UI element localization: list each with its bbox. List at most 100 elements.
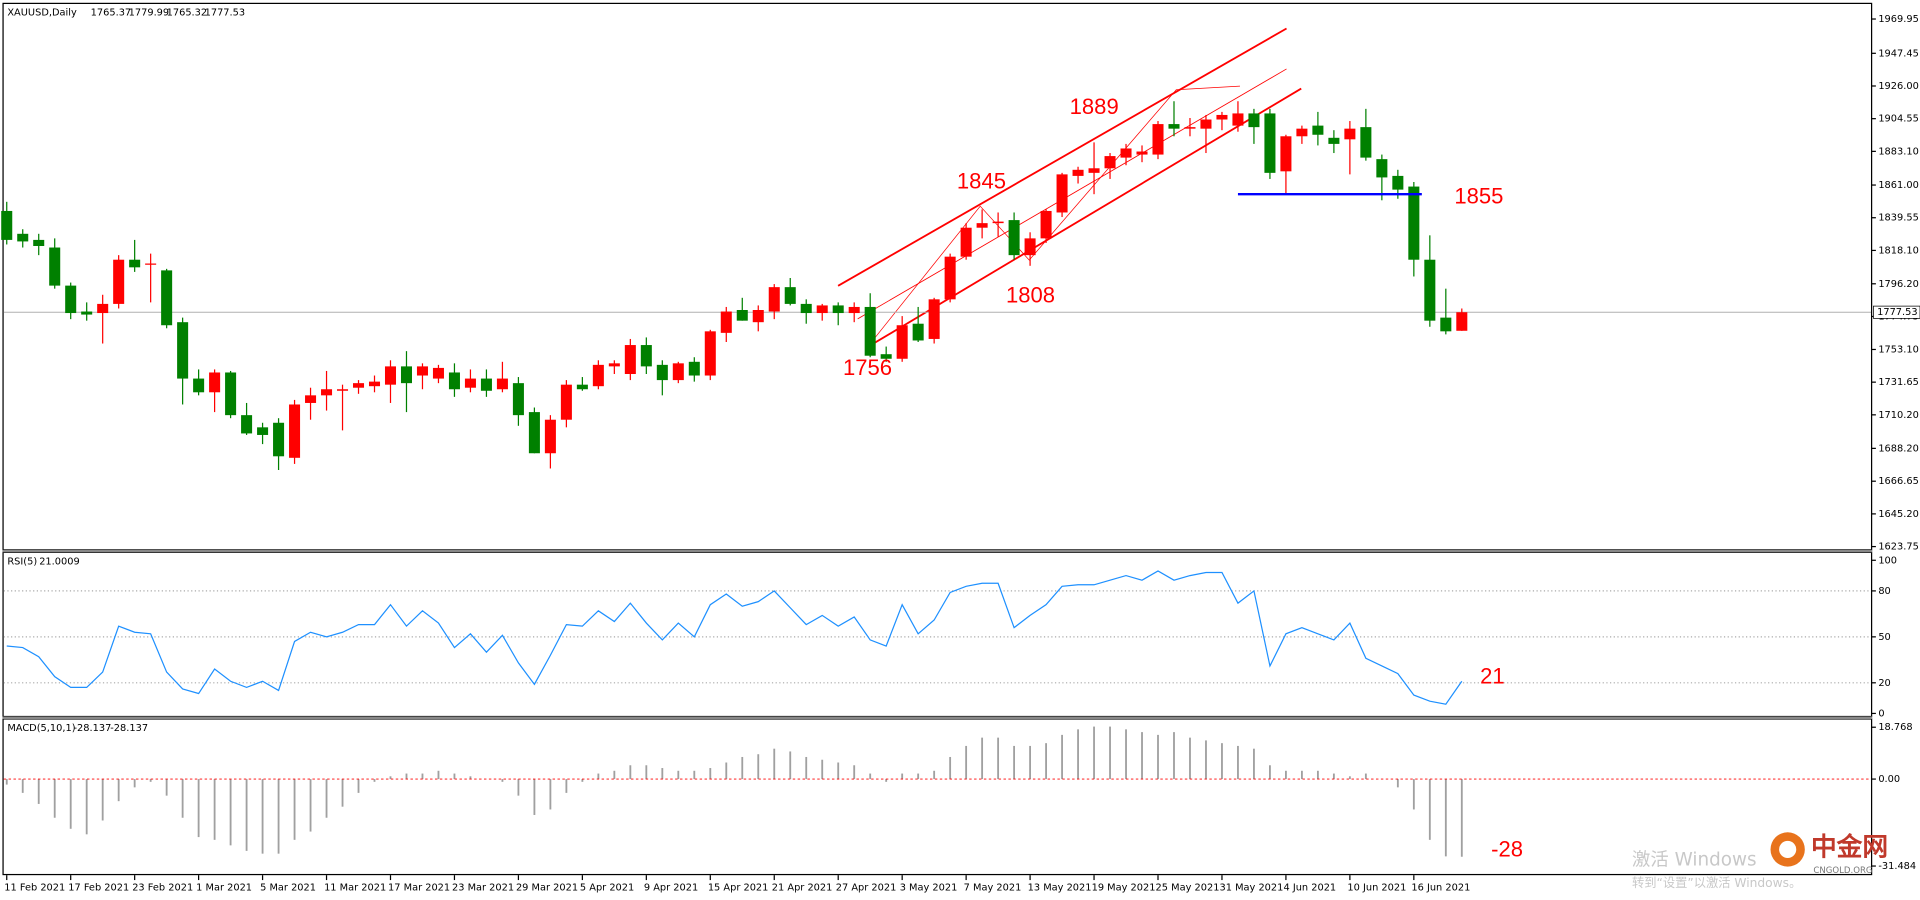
candle-body xyxy=(464,378,476,388)
rsi-title: RSI(5) xyxy=(7,556,37,567)
candle-body xyxy=(321,389,333,396)
candle-body xyxy=(976,223,988,228)
macd-title: MACD(5,10,1) xyxy=(7,723,75,734)
candle-body xyxy=(65,285,77,314)
y-tick-label: 1883.10 xyxy=(1878,146,1919,157)
x-tick-label: 31 May 2021 xyxy=(1220,882,1284,893)
x-tick-label: 5 Apr 2021 xyxy=(580,882,634,893)
y-tick-label: 20 xyxy=(1878,678,1890,689)
header-high: 1779.99 xyxy=(129,8,170,19)
candle-body xyxy=(928,299,940,339)
y-tick-label: 1947.45 xyxy=(1878,48,1919,59)
annotation: 1845 xyxy=(957,169,1006,194)
candle-body xyxy=(1424,259,1436,321)
y-tick-label: 1688.20 xyxy=(1878,443,1919,454)
candle-body xyxy=(992,221,1004,224)
y-tick-label: 100 xyxy=(1878,555,1897,566)
rsi-line xyxy=(6,570,1463,705)
y-tick-label: 1623.75 xyxy=(1878,542,1919,553)
watermark: 转到“设置”以激活 Windows。 xyxy=(1632,875,1801,890)
y-tick-label: 1645.20 xyxy=(1878,509,1919,520)
candle-body xyxy=(1376,159,1388,178)
candle-body xyxy=(672,363,684,381)
header-open: 1765.37 xyxy=(91,8,132,19)
candle-body xyxy=(145,263,157,265)
candle-body xyxy=(944,256,956,300)
candle-body xyxy=(337,389,349,391)
price-tag xyxy=(1873,305,1920,319)
candle-body xyxy=(640,345,652,367)
channel-upper xyxy=(837,27,1287,287)
candle-body xyxy=(816,305,828,314)
candle-body xyxy=(592,364,604,387)
candle-body xyxy=(1,210,13,240)
y-tick-label: 50 xyxy=(1878,632,1890,643)
annotation: 1756 xyxy=(843,355,892,380)
macd-signal: -28.137 xyxy=(110,723,148,734)
x-tick-label: 11 Mar 2021 xyxy=(324,882,386,893)
x-tick-label: 10 Jun 2021 xyxy=(1347,882,1406,893)
candle-body xyxy=(49,247,61,286)
candle-body xyxy=(1120,148,1132,158)
candle-body xyxy=(17,233,29,242)
candle-body xyxy=(656,364,668,381)
candle-body xyxy=(1360,127,1372,158)
x-tick-label: 15 Apr 2021 xyxy=(708,882,769,893)
candle-body xyxy=(1296,128,1308,137)
candle-body xyxy=(1408,186,1420,260)
candle-body xyxy=(720,311,732,333)
candle-body xyxy=(432,367,444,379)
candle-body xyxy=(1232,113,1244,126)
candle-body xyxy=(305,395,317,403)
zigzag xyxy=(867,85,1240,348)
x-tick-label: 25 May 2021 xyxy=(1156,882,1220,893)
candle-body xyxy=(1248,113,1260,128)
candle-body xyxy=(1104,156,1116,169)
x-tick-label: 9 Apr 2021 xyxy=(644,882,698,893)
candle-body xyxy=(257,427,269,435)
candle-body xyxy=(400,366,412,384)
channel xyxy=(837,27,1302,348)
macd-value: -28.137 xyxy=(74,723,112,734)
candle-body xyxy=(688,361,700,376)
candle-body xyxy=(784,287,796,304)
y-tick-label: 1731.65 xyxy=(1878,377,1919,388)
candle-body xyxy=(193,378,205,393)
channel-middle xyxy=(857,68,1287,320)
annotation: 1855 xyxy=(1454,183,1503,208)
y-tick-label: 1904.55 xyxy=(1878,114,1919,125)
y-tick-label: 18.768 xyxy=(1878,722,1912,733)
candle-body xyxy=(1264,113,1276,173)
y-tick-label: 1666.65 xyxy=(1878,476,1919,487)
candle-body xyxy=(1200,119,1212,129)
candle-body xyxy=(1456,312,1468,331)
y-tick-label: 1796.20 xyxy=(1878,279,1919,290)
candle-body xyxy=(113,259,125,304)
x-tick-label: 21 Apr 2021 xyxy=(772,882,833,893)
x-tick-label: 17 Mar 2021 xyxy=(388,882,450,893)
annotation: 1808 xyxy=(1006,283,1055,308)
candle-body xyxy=(1312,125,1324,135)
candle-body xyxy=(1136,151,1148,155)
candle-body xyxy=(480,378,492,391)
candle-body xyxy=(832,305,844,314)
annotation: 21 xyxy=(1480,664,1505,689)
x-tick-label: 11 Feb 2021 xyxy=(4,882,65,893)
candle-body xyxy=(1072,169,1084,176)
rsi-value: 21.0009 xyxy=(39,556,80,567)
candle-body xyxy=(576,384,588,390)
y-tick-label: 1839.55 xyxy=(1878,213,1919,224)
candle-body xyxy=(880,354,892,359)
candle-body xyxy=(1440,317,1452,332)
candle-body xyxy=(496,378,508,390)
x-tick-label: 4 Jun 2021 xyxy=(1283,882,1336,893)
candle-body xyxy=(289,404,301,458)
candle-body xyxy=(1328,137,1340,144)
candle-body xyxy=(512,383,524,416)
candle-body xyxy=(1152,124,1164,155)
candle-body xyxy=(1280,136,1292,172)
logo-icon xyxy=(1779,840,1797,859)
annotation: -28 xyxy=(1491,836,1523,861)
